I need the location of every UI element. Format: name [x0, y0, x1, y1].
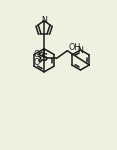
Text: S: S: [40, 53, 48, 63]
Text: O: O: [34, 58, 40, 67]
Text: O: O: [34, 50, 40, 59]
Text: N: N: [41, 16, 47, 25]
Text: N: N: [78, 46, 83, 55]
Text: OH: OH: [69, 43, 81, 52]
